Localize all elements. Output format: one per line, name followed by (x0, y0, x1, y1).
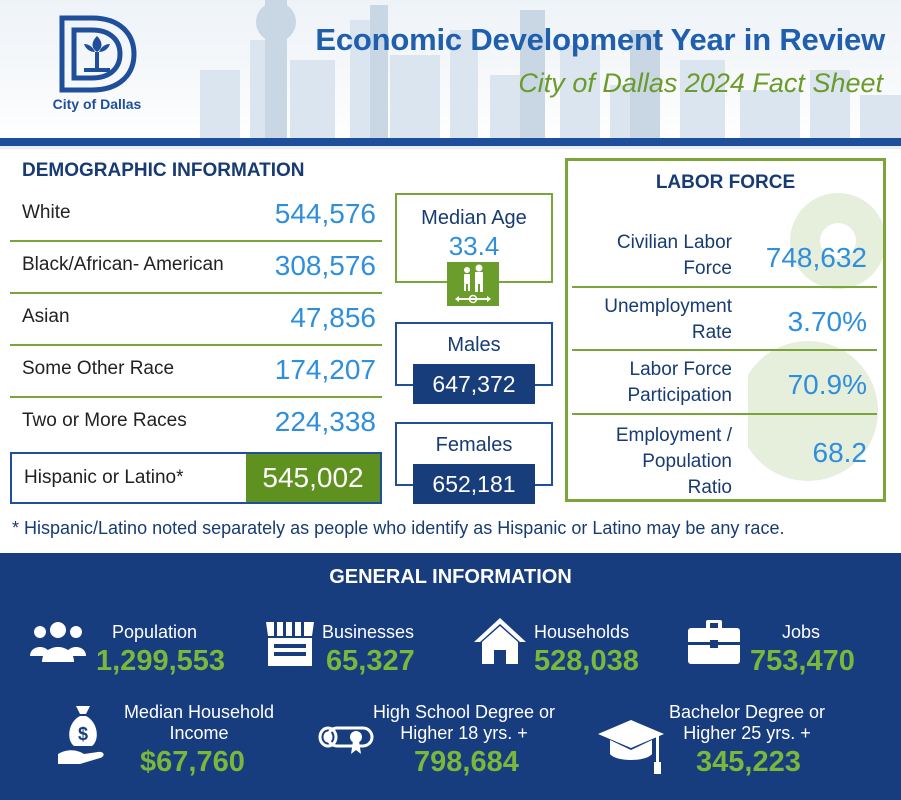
labor-label: Civilian Labor Force (617, 230, 732, 282)
labor-label-line: Participation (627, 385, 732, 406)
bachelor-value: 345,223 (696, 746, 801, 778)
demographic-row-black: Black/African- American 308,576 (10, 242, 382, 294)
labor-label-line: Force (683, 258, 732, 279)
labor-label: Labor Force Participation (627, 357, 732, 409)
labor-force-title: LABOR FORCE (655, 172, 796, 193)
labor-label-line: Rate (691, 322, 732, 343)
hispanic-label: Hispanic or Latino* (24, 467, 184, 488)
svg-text:$: $ (78, 724, 88, 744)
females-label: Females (435, 434, 513, 456)
hispanic-value: 545,002 (246, 454, 380, 502)
page-title: Economic Development Year in Review (315, 22, 885, 57)
graduation-cap-icon (598, 720, 664, 774)
demographic-row-asian: Asian 47,856 (10, 294, 382, 346)
high-school-value: 798,684 (414, 746, 519, 778)
demographic-value: 224,338 (274, 406, 376, 437)
median-age-label: Median Age (421, 207, 527, 229)
high-school-label-line: High School Degree or (372, 702, 556, 722)
businesses-label: Businesses (322, 622, 415, 642)
businesses-value: 65,327 (326, 645, 415, 677)
labor-label: Employment / Population Ratio (616, 423, 732, 501)
demographic-label: Some Other Race (22, 358, 175, 379)
header-divider-light (0, 146, 901, 149)
income-value: $67,760 (140, 746, 245, 778)
labor-row-unemployment: Unemployment Rate 3.70% (572, 288, 877, 351)
general-info-title: GENERAL INFORMATION (329, 566, 572, 588)
demographic-value: 174,207 (274, 354, 376, 385)
jobs-label: Jobs (782, 622, 821, 642)
footnote: * Hispanic/Latino noted separately as pe… (12, 518, 785, 538)
labor-value: 748,632 (765, 242, 867, 273)
labor-label-line: Ratio (687, 477, 732, 498)
money-bag-hand-icon: $ (58, 706, 104, 764)
labor-label-line: Employment / (615, 425, 732, 446)
labor-value: 3.70% (787, 306, 867, 337)
briefcase-icon (688, 620, 740, 664)
header-banner (0, 0, 901, 140)
households-label: Households (534, 622, 630, 642)
bachelor-label: Bachelor Degree or Higher 25 yrs. + (652, 702, 842, 744)
high-school-label-line: Higher 18 yrs. + (400, 723, 528, 743)
logo-text: City of Dallas (52, 96, 142, 112)
family-age-icon (447, 262, 499, 306)
labor-label: Unemployment Rate (604, 294, 732, 346)
labor-value: 68.2 (812, 437, 868, 468)
labor-row-employment-ratio: Employment / Population Ratio 68.2 (572, 415, 877, 499)
people-icon (30, 622, 86, 662)
diploma-icon (318, 726, 374, 754)
city-of-dallas-logo (59, 15, 137, 93)
demographic-section-title: DEMOGRAPHIC INFORMATION (22, 160, 305, 181)
females-value: 652,181 (413, 464, 535, 504)
males-value: 647,372 (413, 364, 535, 404)
demographic-label: Black/African- American (22, 254, 224, 275)
demographic-label: Asian (22, 306, 70, 327)
demographic-row-other: Some Other Race 174,207 (10, 346, 382, 398)
income-label-line: Income (169, 723, 229, 743)
labor-label-line: Labor Force (629, 359, 732, 380)
bachelor-label-line: Bachelor Degree or (668, 702, 826, 722)
page-subtitle: City of Dallas 2024 Fact Sheet (518, 68, 883, 98)
demographic-value: 308,576 (274, 250, 376, 281)
demographic-label: White (22, 202, 71, 223)
labor-label-line: Unemployment (604, 296, 732, 317)
demographic-row-two-or-more: Two or More Races 224,338 (10, 398, 382, 450)
population-value: 1,299,553 (96, 645, 226, 677)
labor-force-box (565, 158, 886, 502)
labor-value: 70.9% (787, 369, 867, 400)
jobs-value: 753,470 (750, 645, 855, 677)
males-label: Males (447, 334, 501, 356)
bachelor-label-line: Higher 25 yrs. + (683, 723, 811, 743)
median-age-value: 33.4 (448, 231, 500, 261)
labor-label-line: Civilian Labor (616, 232, 732, 253)
demographic-label: Two or More Races (22, 410, 187, 431)
demographic-value: 47,856 (290, 302, 376, 333)
labor-row-participation: Labor Force Participation 70.9% (572, 351, 877, 415)
high-school-label: High School Degree or Higher 18 yrs. + (358, 702, 570, 744)
gear-background-icon (748, 193, 883, 481)
header-divider (0, 138, 901, 146)
demographic-row-hispanic: Hispanic or Latino* 545,002 (10, 452, 382, 504)
general-info-section (0, 553, 901, 800)
households-value: 528,038 (534, 645, 639, 677)
labor-label-line: Population (642, 451, 732, 472)
income-label: Median Household Income (114, 702, 284, 744)
demographic-value: 544,576 (274, 198, 376, 229)
demographic-row-white: White 544,576 (10, 190, 382, 242)
house-icon (474, 618, 526, 664)
storefront-icon (266, 622, 314, 666)
skyline-background (200, 0, 901, 140)
income-label-line: Median Household (123, 702, 275, 722)
labor-row-civilian: Civilian Labor Force 748,632 (572, 222, 877, 288)
population-label: Population (112, 622, 198, 642)
